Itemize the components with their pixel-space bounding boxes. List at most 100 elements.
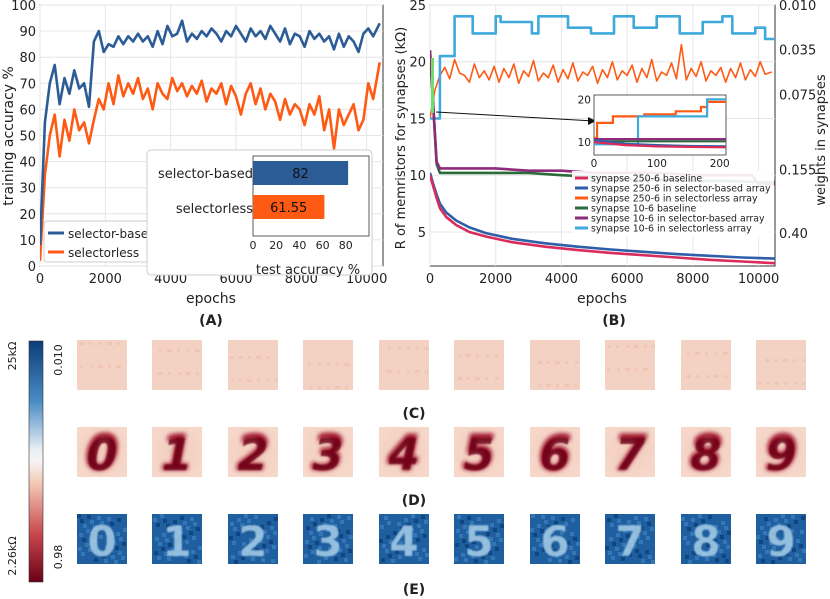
inset-bars: 82 61.55 — [253, 161, 349, 219]
legend-label: synapse 250-6 in selector-based array — [591, 184, 771, 195]
heatmap-tile-digit-1: 11 — [152, 424, 202, 482]
heatmap-digit-glyph: 9 — [766, 517, 795, 566]
heatmap-digit-glyph: 5 — [462, 424, 497, 482]
panel-a-x-ticks: 0 2000 4000 6000 8000 10000 — [36, 272, 387, 287]
panel-a-ytick-label: 70 — [19, 77, 36, 92]
panel-a-ylabel: training accuracy % — [1, 66, 17, 206]
inset-ytick-label: 10 — [578, 137, 591, 149]
heatmap-digit-glyph: 7 — [615, 430, 646, 481]
panel-a-ytick-label: 60 — [19, 103, 36, 118]
heatmap-tile-digit-0: 0 — [77, 514, 127, 566]
heatmap-tile-digit-4 — [379, 340, 429, 390]
panel-a-xtick-label: 4000 — [154, 272, 187, 287]
heatmap-tile-digit-2: 22 — [228, 424, 278, 482]
heatmap-tile-digit-0 — [77, 340, 127, 390]
panel-b-right-tick-label: 0.075 — [779, 89, 816, 104]
heatmap-tile-digit-4: 44 — [379, 424, 429, 482]
heatmap-tile-digit-7: 7 — [605, 514, 655, 566]
panel-a-series — [40, 19, 381, 261]
heatmap-tile-digit-3 — [303, 340, 353, 390]
heatmap-tile-digit-7 — [605, 340, 655, 390]
heatmap-digit-glyph: 0 — [87, 430, 118, 481]
panel-b-ylabel: R of memristors for synapses (kΩ) — [394, 27, 409, 249]
heatmap-digit-glyph: 2 — [238, 430, 269, 481]
legend-label: synapse 10-6 baseline — [591, 204, 696, 215]
panel-b-xtick-label: 8000 — [676, 272, 709, 287]
heatmap-tile-digit-9: 99 — [756, 424, 806, 482]
heatmap-digit-glyph: 4 — [386, 424, 422, 482]
panel-a-xtick-label: 8000 — [285, 272, 318, 287]
heatmap-tile-digit-5 — [454, 340, 504, 390]
heatmap-digit-glyph: 3 — [313, 430, 344, 481]
series-line-synapse-250-6-baseline — [430, 174, 775, 265]
inset-x-ticks: 0 20 40 60 80 — [250, 239, 353, 252]
panel-a-ytick-label: 50 — [19, 130, 36, 145]
heatmap-tile-digit-1 — [152, 340, 202, 390]
heatmap-digit-glyph: 7 — [613, 424, 648, 482]
highlight-band — [431, 58, 434, 113]
heatmap-tile-digit-6: 66 — [530, 424, 580, 482]
colorbar-bottom-right-label: 0.98 — [52, 545, 65, 570]
panel-a-xtick-label: 2000 — [89, 272, 122, 287]
panel-b-xtick-label: 6000 — [611, 272, 644, 287]
inset-xtick-label: 60 — [316, 239, 330, 252]
inset-series-line — [593, 141, 727, 149]
panel-b-xlabel: epochs — [577, 291, 627, 307]
heatmap-digit-glyph: 9 — [764, 424, 799, 482]
legend-label: synapse 250-6 in selectorless array — [591, 194, 758, 205]
panel-b-right-tick-label: 0.010 — [779, 0, 816, 14]
panel-a-chart: 0 2000 4000 6000 8000 10000 0 10 20 30 40 50 60 70 80… — [1, 0, 387, 329]
row-e-label: (E) — [403, 582, 425, 598]
colorbar-top-left-label: 25kΩ — [6, 342, 19, 371]
inset-arrow-head — [588, 117, 596, 125]
panel-a-y-ticks: 0 10 20 30 40 50 60 70 80 90 100 — [11, 0, 36, 275]
inset-xtick-label: 200 — [710, 158, 730, 170]
panel-b-ytick-label: 25 — [409, 0, 426, 14]
heatmap-digit-glyph: 2 — [238, 517, 267, 566]
inset-category-selector-based: selector-based — [158, 167, 253, 182]
panel-a-ytick-label: 0 — [28, 260, 36, 275]
heatmap-tile-digit-2: 2 — [228, 514, 278, 566]
row-d-label: (D) — [402, 493, 426, 509]
heatmap-tile-digit-6 — [530, 340, 580, 390]
panel-b-ytick-label: 20 — [409, 56, 426, 71]
row-c-label: (C) — [402, 406, 425, 422]
inset-ytick-label: 20 — [578, 94, 591, 106]
heatmap-row-d: 00 11 22 33 44 55 66 77 88 99 — [77, 424, 806, 482]
panel-a-xtick-label: 0 — [36, 272, 44, 287]
panel-a-xtick-label: 6000 — [219, 272, 252, 287]
inset-xtick-label: 0 — [591, 158, 598, 170]
inset-xtick-label: 20 — [269, 239, 283, 252]
panel-b-right-tick-label: 0.40 — [779, 227, 808, 242]
heatmap-digit-glyph: 6 — [540, 430, 571, 481]
panel-b-inset-series — [593, 98, 727, 149]
heatmap-tile-digit-8: 8 — [681, 514, 731, 566]
inset-xtick-label: 100 — [647, 158, 667, 170]
synapse-heatmaps: 25kΩ 2.26kΩ 0.010 0.98 00 11 22 33 44 55 66 77 8… — [6, 340, 806, 598]
heatmap-digit-glyph: 0 — [85, 424, 120, 482]
heatmap-digit-glyph: 4 — [388, 430, 420, 481]
heatmap-digit-glyph: 7 — [615, 517, 644, 566]
panel-a-label: (A) — [199, 313, 223, 329]
panel-a-ytick-label: 30 — [19, 182, 36, 197]
legend-label-selectorless: selectorless — [68, 246, 139, 260]
colorbar-top-right-label: 0.010 — [52, 344, 65, 376]
panel-a-ytick-label: 10 — [19, 234, 36, 249]
heatmap-tile-digit-5: 55 — [454, 424, 504, 482]
heatmap-tile-digit-6: 6 — [530, 514, 580, 566]
legend-label-selector-based: selector-based — [68, 227, 156, 241]
heatmap-tile-digit-9: 9 — [756, 514, 806, 566]
panel-a-ytick-label: 20 — [19, 208, 36, 223]
heatmap-tile-digit-7: 77 — [605, 424, 655, 482]
heatmap-tile-digit-2 — [228, 340, 278, 390]
heatmap-digit-glyph: 5 — [464, 430, 495, 481]
panel-b-y-ticks: 5 10 15 20 25 — [409, 0, 426, 241]
heatmap-digit-glyph: 1 — [162, 430, 193, 481]
inset-xlabel: test accuracy % — [256, 263, 360, 278]
panel-b-ytick-label: 15 — [409, 112, 426, 127]
heatmap-digit-glyph: 8 — [691, 430, 722, 481]
heatmap-tile-digit-4: 4 — [379, 514, 429, 566]
